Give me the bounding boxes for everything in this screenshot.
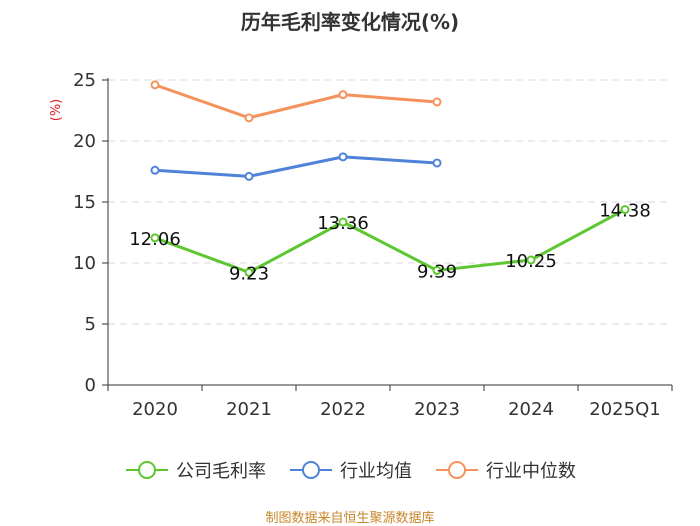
legend-swatch-icon [126,461,168,479]
data-point[interactable] [526,255,536,265]
y-tick-label: 25 [73,70,96,91]
data-label: 10.25 [505,251,557,272]
x-tick-label: 2025Q1 [589,399,660,420]
data-label: 9.39 [417,261,457,282]
x-tick-label: 2021 [226,399,272,420]
y-tick-label: 0 [85,375,96,396]
y-tick-label: 15 [73,192,96,213]
legend-item-3[interactable]: 行业中位数 [434,457,576,483]
grid-layer [108,79,672,325]
data-point[interactable] [338,217,348,227]
data-label: 9.23 [229,263,269,284]
data-point[interactable] [244,267,254,277]
legend-item-1[interactable]: 公司毛利率 [124,457,266,483]
x-tick-label: 2023 [414,399,460,420]
y-tick-label: 5 [85,314,96,335]
series-layer [150,80,630,277]
data-label: 13.36 [317,213,369,234]
data-point[interactable] [244,113,254,123]
y-tick-label: 20 [73,131,96,152]
axis-layer: 0 5 10 15 20 25 2020 2021 2022 2023 2024 2025Q1 [73,70,673,420]
x-tick-label: 2024 [508,399,554,420]
data-point[interactable] [338,152,348,162]
data-point[interactable] [620,205,630,215]
data-point[interactable] [150,165,160,175]
series-line-3 [154,83,438,120]
data-point[interactable] [432,158,442,168]
data-point[interactable] [432,97,442,107]
data-point[interactable] [150,233,160,243]
source-note: 制图数据来自恒生聚源数据库 [265,511,435,526]
data-point[interactable] [244,171,254,181]
series-line-1 [154,208,626,274]
data-label: 14.38 [599,201,651,222]
data-point[interactable] [150,80,160,90]
series-line-2 [154,155,438,178]
legend: 公司毛利率 行业均值 行业中位数 [0,456,700,484]
legend-swatch-icon [290,461,332,479]
data-label-layer: 12.06 9.23 13.36 9.39 10.25 14.38 [129,201,651,285]
legend-label: 行业均值 [340,461,412,482]
data-point[interactable] [338,90,348,100]
legend-swatch-icon [436,461,478,479]
chart-title: 历年毛利率变化情况(%) [240,10,460,34]
y-tick-label: 10 [73,253,96,274]
data-label: 12.06 [129,229,181,250]
x-tick-label: 2022 [320,399,366,420]
y-axis-label: (%) [49,99,64,122]
legend-item-2[interactable]: 行业均值 [288,457,412,483]
x-tick-label: 2020 [132,399,178,420]
legend-label: 公司毛利率 [176,461,266,482]
data-point[interactable] [432,265,442,275]
legend-label: 行业中位数 [486,461,576,482]
